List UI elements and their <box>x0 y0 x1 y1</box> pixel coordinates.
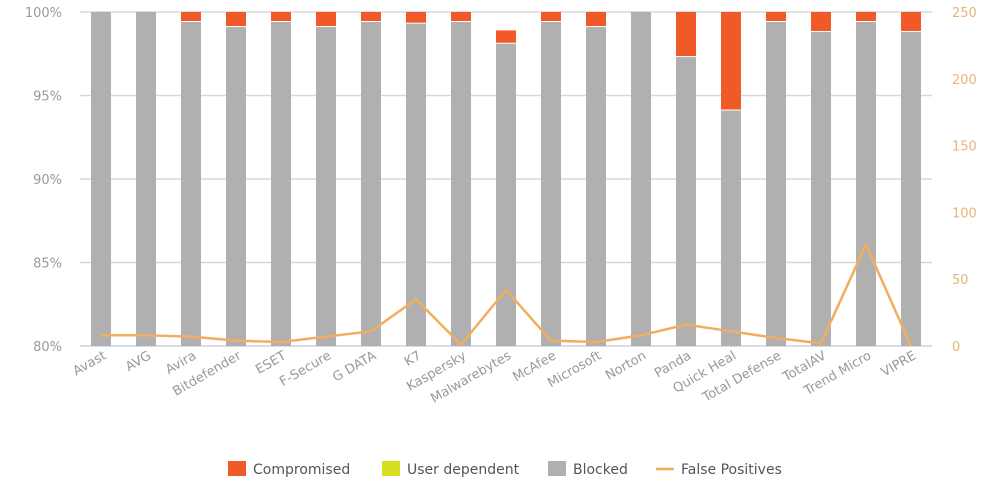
y-right-tick-label: 150 <box>952 140 977 155</box>
bar-blocked <box>901 32 921 346</box>
legend-swatch <box>382 461 400 476</box>
y-axis-left: 80% 85% 90% 95% 100% <box>25 6 62 355</box>
bar-blocked <box>91 12 111 346</box>
bar-blocked <box>631 12 651 346</box>
x-tick-label: VIPRE <box>879 348 919 380</box>
bar-compromised <box>496 30 516 42</box>
x-tick-label: F-Secure <box>277 348 334 389</box>
y-right-tick-label: 200 <box>952 73 977 88</box>
bar-blocked <box>586 27 606 346</box>
y-right-tick-label: 250 <box>952 6 977 21</box>
legend[interactable]: Compromised User dependent Blocked False Po… <box>228 461 782 478</box>
x-tick-label: Norton <box>603 348 649 383</box>
bar-blocked <box>721 111 741 346</box>
bar-compromised <box>316 12 336 26</box>
bar-blocked <box>451 22 471 346</box>
bar-blocked <box>226 27 246 346</box>
x-tick-label: G DATA <box>330 348 379 385</box>
bar-blocked <box>766 22 786 346</box>
y-right-tick-label: 50 <box>952 273 969 288</box>
bar-compromised <box>271 12 291 21</box>
y-left-tick-label: 100% <box>25 6 62 21</box>
bar-blocked <box>856 22 876 346</box>
bar-compromised <box>856 12 876 21</box>
bar-compromised <box>541 12 561 21</box>
legend-label: Blocked <box>573 462 628 478</box>
legend-label: Compromised <box>253 462 350 478</box>
y-right-tick-label: 100 <box>952 206 977 221</box>
bar-compromised <box>766 12 786 21</box>
bar-blocked <box>271 22 291 346</box>
bar-compromised <box>901 12 921 31</box>
bar-compromised <box>226 12 246 26</box>
bar-blocked <box>541 22 561 346</box>
bar-blocked <box>811 32 831 346</box>
x-tick-label: K7 <box>402 348 424 369</box>
bar-compromised <box>406 12 426 23</box>
y-left-tick-label: 80% <box>33 340 62 355</box>
y-left-tick-label: 95% <box>33 90 62 105</box>
legend-label: False Positives <box>681 462 782 478</box>
bar-blocked <box>181 22 201 346</box>
x-tick-label: Total Defense <box>699 348 784 406</box>
bar-compromised <box>676 12 696 56</box>
legend-swatch <box>548 461 566 476</box>
y-right-tick-label: 0 <box>952 340 960 355</box>
bar-blocked <box>406 24 426 346</box>
bar-compromised <box>451 12 471 21</box>
bar-compromised <box>811 12 831 31</box>
bar-blocked <box>496 44 516 346</box>
y-axis-right: 0 50 100 150 200 250 <box>952 6 977 355</box>
y-left-tick-label: 90% <box>33 173 62 188</box>
legend-label: User dependent <box>407 462 520 478</box>
bar-blocked <box>676 57 696 346</box>
bar-compromised <box>181 12 201 21</box>
bar-blocked <box>316 27 336 346</box>
bar-blocked <box>361 22 381 346</box>
x-tick-label: AVG <box>123 348 154 375</box>
bar-blocked <box>136 12 156 346</box>
legend-swatch <box>228 461 246 476</box>
bar-compromised <box>361 12 381 21</box>
y-left-tick-label: 85% <box>33 257 62 272</box>
x-tick-label: Avast <box>71 348 109 379</box>
bar-compromised <box>586 12 606 26</box>
bar-compromised <box>721 12 741 110</box>
